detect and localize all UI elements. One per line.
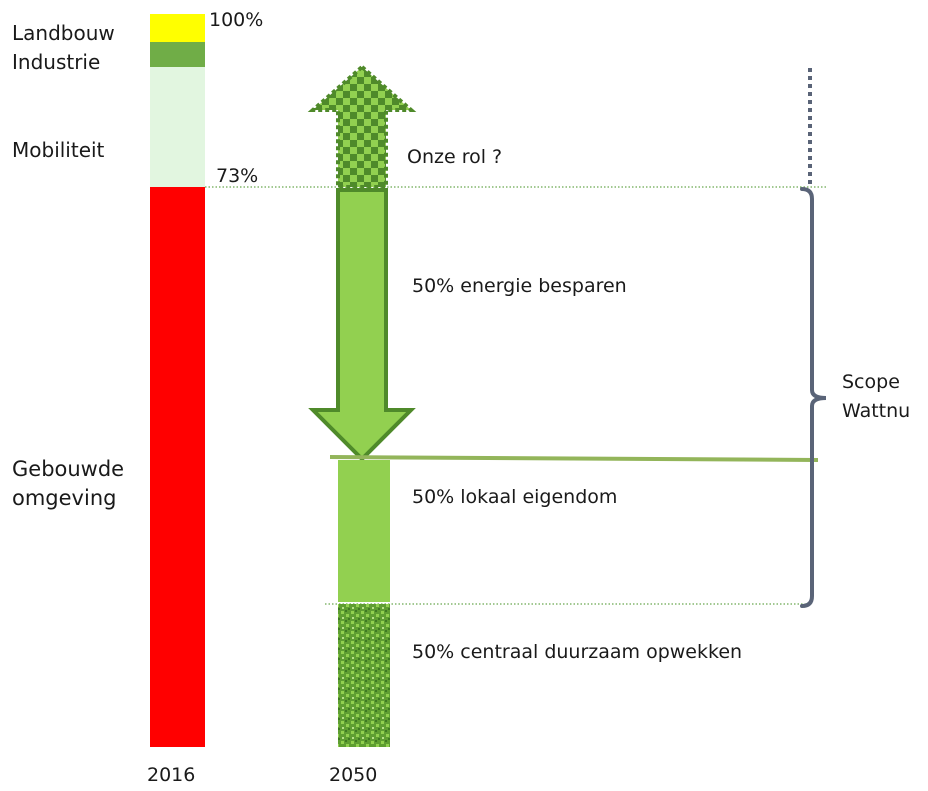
label-gebouwde-line1: Gebouwde	[12, 457, 124, 481]
percent-100-label: 100%	[209, 9, 263, 31]
segment-mobiliteit	[150, 67, 205, 187]
scope-label-line1: Scope	[842, 371, 900, 393]
separator-line	[329, 455, 819, 462]
up-arrow	[307, 64, 417, 189]
segment-gebouwde-omgeving	[150, 187, 205, 747]
percent-73-label: 73%	[216, 165, 258, 187]
lokaal-eigendom-block	[338, 460, 390, 602]
year-2016-label: 2016	[147, 764, 195, 786]
label-mobiliteit: Mobiliteit	[12, 138, 105, 162]
up-arrow-shape	[307, 64, 417, 189]
up-arrow-label: Onze rol ?	[407, 146, 502, 168]
segment-industrie	[150, 42, 205, 67]
label-industrie: Industrie	[12, 50, 100, 74]
down-arrow-label: 50% energie besparen	[412, 275, 627, 297]
year-2050-label: 2050	[329, 764, 377, 786]
centraal-duurzaam-block	[338, 604, 390, 747]
left-stacked-bar	[150, 14, 205, 747]
centraal-duurzaam-label: 50% centraal duurzaam opwekken	[412, 641, 742, 663]
down-arrow-shape	[308, 188, 416, 462]
segment-landbouw	[150, 14, 205, 42]
lokaal-eigendom-label: 50% lokaal eigendom	[412, 486, 617, 508]
label-landbouw: Landbouw	[12, 21, 115, 45]
scope-label-line2: Wattnu	[842, 400, 910, 422]
scope-bracket-shape	[800, 187, 827, 608]
scope-bracket	[800, 68, 827, 608]
label-gebouwde-line2: omgeving	[12, 486, 116, 510]
down-arrow	[308, 188, 416, 462]
